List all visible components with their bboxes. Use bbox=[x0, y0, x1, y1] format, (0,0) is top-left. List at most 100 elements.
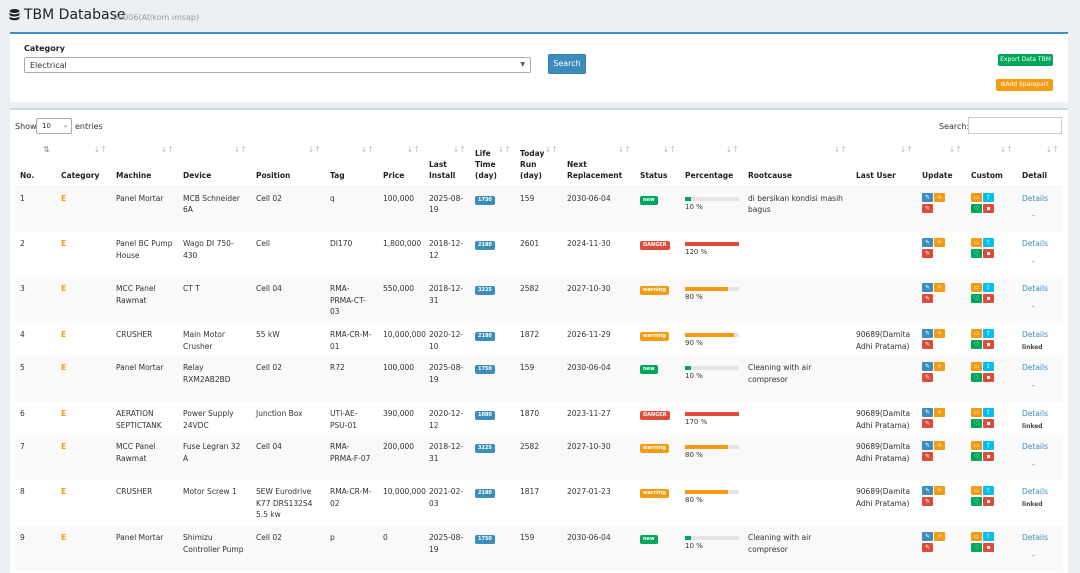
upload-icon[interactable]: ⇪ bbox=[983, 192, 994, 202]
column-header[interactable]: Detail ↓↑ bbox=[1017, 140, 1063, 187]
upload-icon[interactable]: ⇪ bbox=[983, 362, 994, 371]
details-link[interactable]: Details bbox=[1022, 193, 1049, 203]
trash-icon[interactable]: ▪ bbox=[983, 294, 994, 303]
edit-icon[interactable]: ✎ bbox=[922, 192, 933, 202]
upload-icon[interactable]: ⇪ bbox=[983, 238, 994, 247]
heart-icon[interactable]: ♡ bbox=[971, 203, 982, 213]
upload-icon[interactable]: ⇪ bbox=[983, 329, 994, 338]
edit-record-icon[interactable]: ✎ bbox=[922, 419, 933, 428]
edit-icon[interactable]: ✎ bbox=[922, 486, 933, 495]
edit-icon[interactable]: ✎ bbox=[922, 441, 933, 450]
heart-icon[interactable]: ♡ bbox=[971, 419, 982, 428]
folder-icon[interactable]: ▭ bbox=[971, 192, 982, 202]
upload-icon[interactable]: ⇪ bbox=[983, 486, 994, 495]
column-header[interactable]: Custom ↓↑ bbox=[966, 140, 1017, 187]
heart-icon[interactable]: ♡ bbox=[971, 497, 982, 506]
edit-record-icon[interactable]: ✎ bbox=[922, 294, 933, 303]
search-button[interactable]: Search bbox=[548, 54, 586, 74]
edit-record-icon[interactable]: ✎ bbox=[922, 373, 933, 382]
column-header[interactable]: Rootcause ↓↑ bbox=[743, 140, 851, 187]
column-header[interactable]: Today Run (day) ↓↑ bbox=[515, 140, 562, 187]
details-link[interactable]: Details bbox=[1022, 442, 1049, 451]
trash-icon[interactable]: ▪ bbox=[983, 543, 994, 552]
folder-icon[interactable]: ▭ bbox=[971, 238, 982, 247]
upload-icon[interactable]: ⇪ bbox=[983, 532, 994, 541]
export-data-button[interactable]: Export Data TBM bbox=[998, 54, 1053, 66]
entries-select[interactable]: 10 ⌄ bbox=[36, 118, 72, 134]
wrench-icon[interactable]: ✧ bbox=[934, 362, 945, 371]
cell-machine: Panel Mortar bbox=[111, 356, 178, 402]
folder-icon[interactable]: ▭ bbox=[971, 532, 982, 541]
wrench-icon[interactable]: ✧ bbox=[934, 486, 945, 495]
edit-record-icon[interactable]: ✎ bbox=[922, 340, 933, 349]
wrench-icon[interactable]: ✧ bbox=[934, 238, 945, 247]
trash-icon[interactable]: ▪ bbox=[983, 249, 994, 258]
wrench-icon[interactable]: ✧ bbox=[934, 441, 945, 450]
table-search-input[interactable] bbox=[968, 117, 1062, 134]
details-link[interactable]: Details bbox=[1022, 363, 1049, 372]
trash-icon[interactable]: ▪ bbox=[983, 419, 994, 428]
edit-record-icon[interactable]: ✎ bbox=[922, 543, 933, 552]
wrench-icon[interactable]: ✧ bbox=[934, 532, 945, 541]
upload-icon[interactable]: ⇪ bbox=[983, 441, 994, 450]
upload-icon[interactable]: ⇪ bbox=[983, 408, 994, 417]
cell-position: Junction Box bbox=[251, 402, 325, 435]
edit-record-icon[interactable]: ✎ bbox=[922, 203, 933, 213]
edit-record-icon[interactable]: ✎ bbox=[922, 249, 933, 258]
folder-icon[interactable]: ▭ bbox=[971, 283, 982, 292]
trash-icon[interactable]: ▪ bbox=[983, 340, 994, 349]
trash-icon[interactable]: ▪ bbox=[983, 452, 994, 461]
column-header[interactable]: Next Replacement ↓↑ bbox=[562, 140, 635, 187]
details-link[interactable]: Details bbox=[1022, 284, 1049, 293]
folder-icon[interactable]: ▭ bbox=[971, 486, 982, 495]
edit-icon[interactable]: ✎ bbox=[922, 238, 933, 247]
wrench-icon[interactable]: ✧ bbox=[934, 408, 945, 417]
edit-icon[interactable]: ✎ bbox=[922, 283, 933, 292]
icon-row: ✎ ✧ bbox=[922, 362, 961, 373]
folder-icon[interactable]: ▭ bbox=[971, 362, 982, 371]
column-header[interactable]: Percentage ↓↑ bbox=[680, 140, 743, 187]
column-header[interactable]: No. ⇅ bbox=[15, 140, 56, 187]
column-header[interactable]: Position ↓↑ bbox=[251, 140, 325, 187]
column-header[interactable]: Last User ↓↑ bbox=[851, 140, 917, 187]
percentage-bar-fill bbox=[685, 412, 739, 416]
details-link[interactable]: Details bbox=[1022, 409, 1049, 418]
wrench-icon[interactable]: ✧ bbox=[934, 329, 945, 338]
column-header[interactable]: Tag ↓↑ bbox=[325, 140, 378, 187]
heart-icon[interactable]: ♡ bbox=[971, 543, 982, 552]
heart-icon[interactable]: ♡ bbox=[971, 249, 982, 258]
upload-icon[interactable]: ⇪ bbox=[983, 283, 994, 292]
column-header[interactable]: Device ↓↑ bbox=[178, 140, 251, 187]
details-link[interactable]: Details bbox=[1022, 239, 1049, 248]
heart-icon[interactable]: ♡ bbox=[971, 340, 982, 349]
category-select[interactable]: Electrical ▼ bbox=[24, 57, 531, 73]
column-header[interactable]: Life Time (day) ↓↑ bbox=[470, 140, 515, 187]
trash-icon[interactable]: ▪ bbox=[983, 373, 994, 382]
column-header[interactable]: Update ↓↑ bbox=[917, 140, 966, 187]
edit-icon[interactable]: ✎ bbox=[922, 408, 933, 417]
heart-icon[interactable]: ♡ bbox=[971, 294, 982, 303]
wrench-icon[interactable]: ✧ bbox=[934, 283, 945, 292]
wrench-icon[interactable]: ✧ bbox=[934, 192, 945, 202]
folder-icon[interactable]: ▭ bbox=[971, 408, 982, 417]
folder-icon[interactable]: ▭ bbox=[971, 441, 982, 450]
column-header[interactable]: Category ↓↑ bbox=[56, 140, 111, 187]
heart-icon[interactable]: ♡ bbox=[971, 452, 982, 461]
folder-icon[interactable]: ▭ bbox=[971, 329, 982, 338]
add-sparepart-button[interactable]: ⊞Add Sparepart bbox=[996, 79, 1053, 91]
edit-record-icon[interactable]: ✎ bbox=[922, 452, 933, 461]
edit-icon[interactable]: ✎ bbox=[922, 329, 933, 338]
edit-icon[interactable]: ✎ bbox=[922, 532, 933, 541]
edit-icon[interactable]: ✎ bbox=[922, 362, 933, 371]
edit-record-icon[interactable]: ✎ bbox=[922, 497, 933, 506]
column-header[interactable]: Machine ↓↑ bbox=[111, 140, 178, 187]
column-header[interactable]: Price ↓↑ bbox=[378, 140, 424, 187]
details-link[interactable]: Details bbox=[1022, 487, 1049, 496]
heart-icon[interactable]: ♡ bbox=[971, 373, 982, 382]
details-link[interactable]: Details bbox=[1022, 533, 1049, 542]
trash-icon[interactable]: ▪ bbox=[983, 497, 994, 506]
column-header[interactable]: Status ↓↑ bbox=[635, 140, 680, 187]
details-link[interactable]: Details bbox=[1022, 330, 1049, 339]
column-header[interactable]: Last Install ↓↑ bbox=[424, 140, 470, 187]
trash-icon[interactable]: ▪ bbox=[983, 203, 994, 213]
